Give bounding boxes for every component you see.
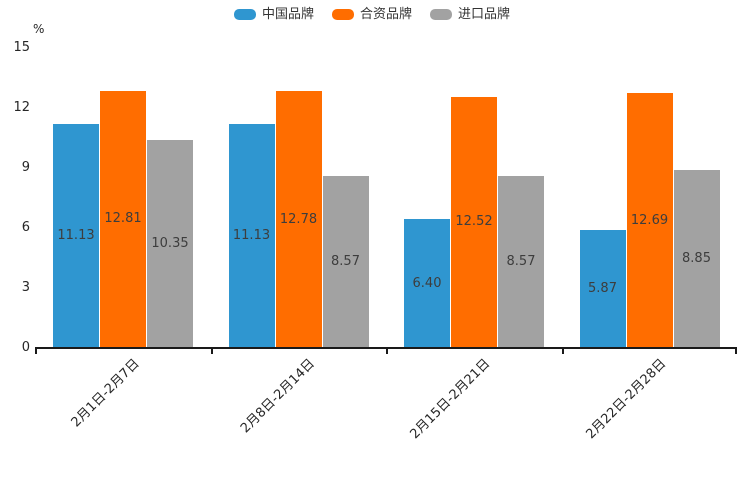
legend-swatch-china-brand <box>233 9 256 20</box>
x-category-label: 2月8日-2月14日 <box>238 356 319 437</box>
bar-china-brand: 6.40 <box>404 219 450 347</box>
legend-label: 进口品牌 <box>458 7 511 22</box>
bar-china-brand: 5.87 <box>579 229 626 347</box>
y-axis-unit-label: % <box>33 22 45 36</box>
x-axis-tick <box>561 349 564 354</box>
y-tick-label: 6 <box>21 220 30 235</box>
bar-value-label: 11.13 <box>57 228 95 244</box>
bar-value-label: 12.81 <box>104 211 142 227</box>
bar-value-label: 12.69 <box>630 212 669 228</box>
y-tick-label: 0 <box>21 340 30 355</box>
x-axis-tick <box>35 349 37 354</box>
bar-value-label: 8.57 <box>331 253 360 269</box>
bar-joint-venture-brand: 12.81 <box>100 90 146 347</box>
y-tick-label: 9 <box>21 160 30 175</box>
bar-value-label: 11.13 <box>232 228 271 244</box>
bar-value-label: 5.87 <box>588 280 617 296</box>
legend: 中国品牌 合资品牌 进口品牌 <box>0 8 744 21</box>
y-tick-label: 15 <box>13 40 30 55</box>
legend-item-joint-venture-brand: 合资品牌 <box>331 7 412 22</box>
bar-imported-brand: 8.57 <box>322 175 369 347</box>
bar-value-label: 12.78 <box>279 211 318 227</box>
x-category-label: 2月22日-2月28日 <box>583 356 670 443</box>
legend-label: 中国品牌 <box>261 7 314 22</box>
bar-value-label: 10.35 <box>151 236 189 251</box>
x-axis-tick <box>386 349 388 354</box>
legend-swatch-imported-brand <box>430 9 452 20</box>
bar-value-label: 8.57 <box>506 253 536 269</box>
legend-swatch-joint-venture-brand <box>331 9 354 20</box>
bar-imported-brand: 8.57 <box>498 175 544 347</box>
x-category-label: 2月1日-2月7日 <box>68 356 143 431</box>
bar-joint-venture-brand: 12.52 <box>451 96 497 347</box>
bar-china-brand: 11.13 <box>228 124 275 347</box>
bar-imported-brand: 10.35 <box>147 140 193 347</box>
y-tick-label: 12 <box>13 100 30 115</box>
bar-value-label: 12.52 <box>455 214 493 230</box>
legend-item-imported-brand: 进口品牌 <box>430 8 510 21</box>
legend-label: 合资品牌 <box>359 7 412 22</box>
x-axis-line <box>35 347 737 349</box>
y-tick-label: 3 <box>21 280 30 295</box>
x-axis-tick <box>735 349 737 354</box>
bar-china-brand: 11.13 <box>53 124 99 347</box>
bar-joint-venture-brand: 12.69 <box>626 93 673 347</box>
bar-value-label: 6.40 <box>412 275 442 291</box>
x-axis-tick <box>210 349 213 354</box>
legend-item-china-brand: 中国品牌 <box>233 7 314 22</box>
bar-imported-brand: 8.85 <box>673 170 720 347</box>
x-category-label: 2月15日-2月21日 <box>407 356 494 443</box>
bar-joint-venture-brand: 12.78 <box>275 91 322 347</box>
bar-value-label: 8.85 <box>682 251 711 266</box>
